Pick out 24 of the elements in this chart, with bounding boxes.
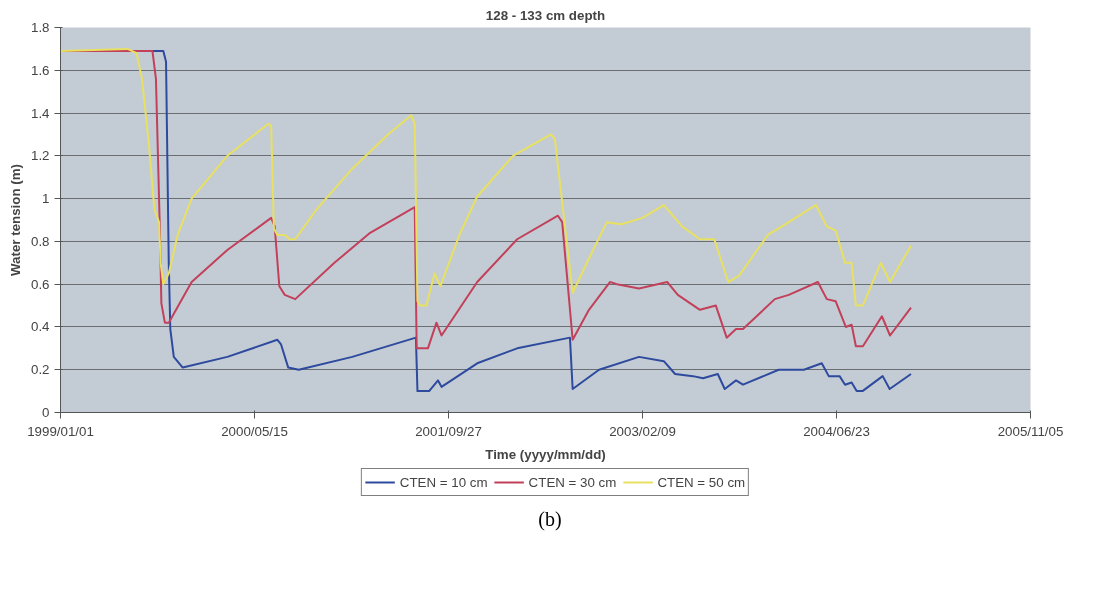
y-tick-label: 0.8 [30,233,50,249]
y-axis-title: Water tension (m) [7,163,23,277]
chart-title: 128 - 133 cm depth [485,7,606,23]
x-tick-label: 2003/02/09 [609,423,676,439]
line-series [60,47,912,307]
y-tick-label: 1.6 [30,62,50,78]
legend-label: CTEN = 10 cm [399,474,488,490]
legend-label: CTEN = 30 cm [528,474,617,490]
legend-label: CTEN = 50 cm [657,474,746,490]
y-tick-label: 0.2 [30,362,50,378]
y-tick-label: 1.4 [30,105,51,121]
x-tick-label: 2001/09/27 [415,423,482,439]
y-tick-label: 1 [42,191,50,207]
y-tick-label: 0.6 [30,276,50,292]
y-tick-label: 0.4 [30,319,51,335]
x-tick-label: 1999/01/01 [27,423,94,439]
x-axis-title: Time (yyyy/mm/dd) [485,446,606,462]
y-tick-label: 1.8 [30,20,50,35]
text: (b) [538,507,562,532]
x-tick-label: 2005/11/05 [997,423,1064,439]
y-tick-label: 0 [42,405,50,420]
x-tick-label: 2000/05/15 [221,423,288,439]
x-tick-label: 2004/06/23 [803,423,870,439]
y-tick-label: 1.2 [30,148,50,164]
